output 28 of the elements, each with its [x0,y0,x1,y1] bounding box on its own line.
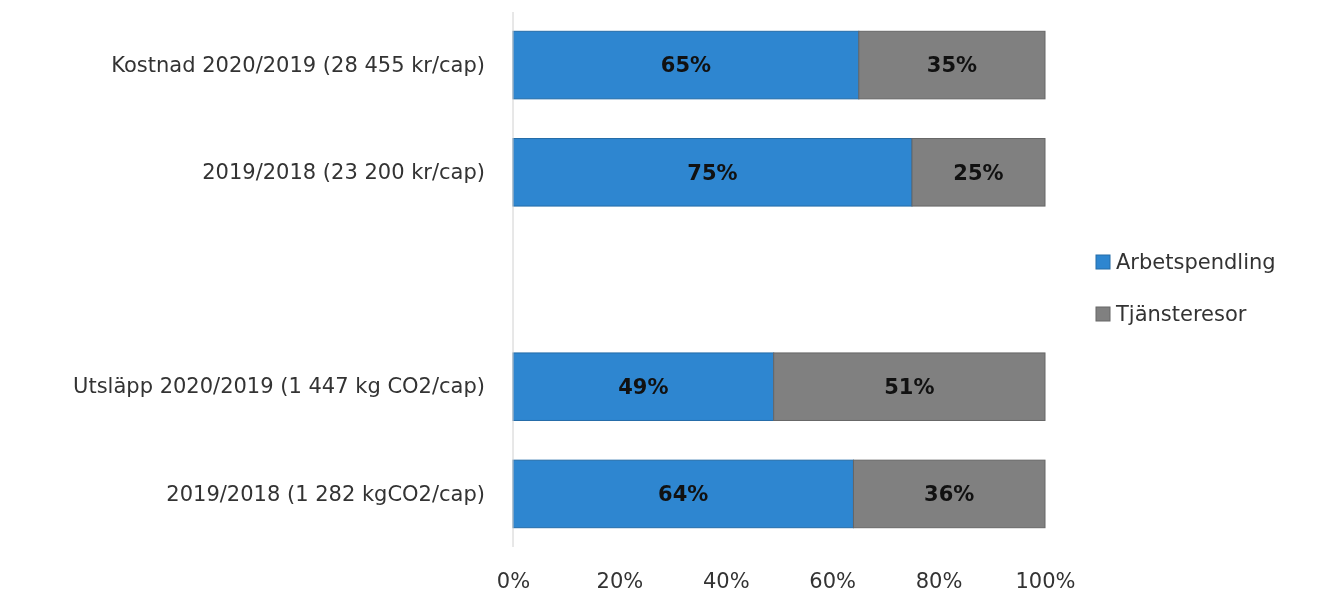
x-tick-label: 40% [702,568,750,593]
bar [852,459,1046,529]
bar [773,352,1046,421]
data-label: 36% [924,482,975,507]
bar [512,459,854,529]
data-label: 65% [660,53,712,78]
x-tick-label: 0% [496,568,531,593]
legend-label: Arbetspendling [1116,250,1276,275]
y-tick-label: Utsläpp 2020/2019 (1 447 kg CO2/cap) [73,374,485,399]
y-tick-label: 2019/2018 (1 282 kgCO2/cap) [166,481,485,506]
data-label: 75% [687,160,738,185]
legend-label: Tjänsteresor [1115,302,1247,327]
y-tick-label: Kostnad 2020/2019 (28 455 kr/cap) [111,52,485,77]
data-label: 49% [618,375,669,400]
data-label: 51% [884,375,935,400]
bar [512,138,913,207]
bar [512,352,775,421]
bar [911,138,1046,207]
bar [512,30,860,100]
x-tick-label: 60% [809,568,857,593]
data-label: 25% [953,160,1004,185]
data-label: 35% [926,53,978,78]
x-tick-label: 80% [915,568,963,593]
data-label: 64% [658,482,709,507]
x-tick-label: 100% [1015,568,1076,593]
bar [858,30,1046,100]
x-tick-label: 20% [596,568,644,593]
y-tick-label: 2019/2018 (23 200 kr/cap) [202,160,485,185]
